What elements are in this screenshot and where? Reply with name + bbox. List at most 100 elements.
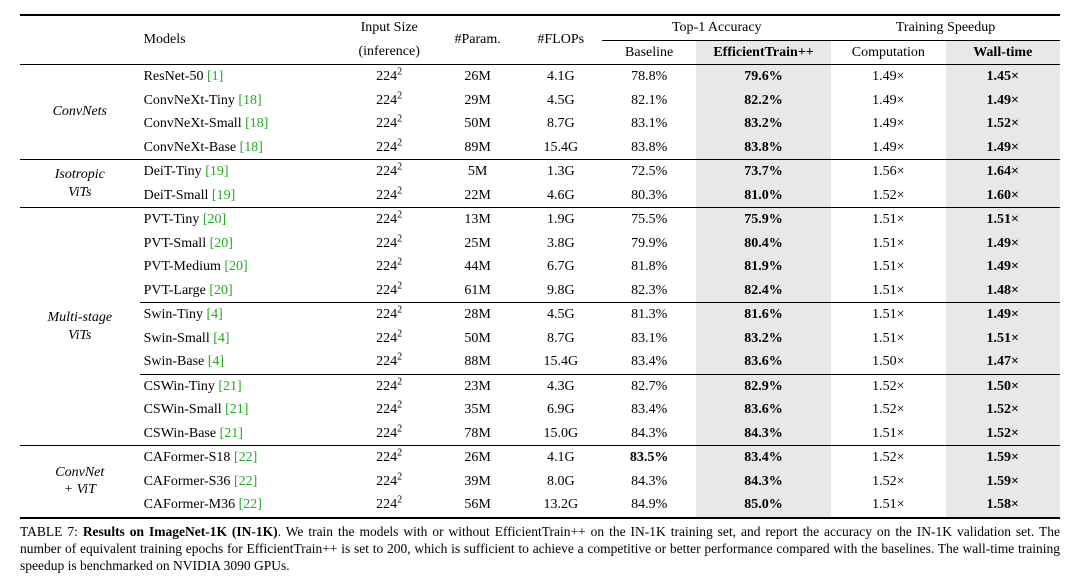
param-cell: 29M [436,89,519,113]
table-row: IsotropicViTsDeiT-Tiny [19]22425M1.3G72.… [20,160,1060,184]
model-cell: PVT-Medium [20] [140,255,343,279]
flops-cell: 3.8G [519,232,602,256]
input-size-cell: 2242 [342,493,436,518]
input-size-cell: 2242 [342,89,436,113]
baseline-cell: 79.9% [602,232,696,256]
param-cell: 50M [436,112,519,136]
flops-cell: 1.3G [519,160,602,184]
walltime-cell: 1.49× [946,255,1060,279]
category-cell: ConvNet+ ViT [20,446,140,518]
col-param: #Param. [436,15,519,65]
baseline-cell: 80.3% [602,184,696,208]
input-size-cell: 2242 [342,279,436,303]
baseline-cell: 84.3% [602,422,696,446]
flops-cell: 15.0G [519,422,602,446]
model-cell: ConvNeXt-Small [18] [140,112,343,136]
efftrain-cell: 82.9% [696,374,831,398]
table-body: ConvNetsResNet-50 [1]224226M4.1G78.8%79.… [20,65,1060,518]
citation: [21] [225,402,248,417]
param-cell: 50M [436,327,519,351]
col-efftrain: EfficientTrain++ [696,40,831,65]
model-cell: DeiT-Small [19] [140,184,343,208]
table-row: ConvNeXt-Tiny [18]224229M4.5G82.1%82.2%1… [20,89,1060,113]
flops-cell: 4.5G [519,89,602,113]
col-walltime: Wall-time [946,40,1060,65]
col-inputsize-1: Input Size [342,15,436,40]
baseline-cell: 81.3% [602,303,696,327]
col-baseline: Baseline [602,40,696,65]
computation-cell: 1.51× [831,279,945,303]
model-cell: Swin-Base [4] [140,350,343,374]
efftrain-cell: 80.4% [696,232,831,256]
flops-cell: 6.9G [519,398,602,422]
param-cell: 13M [436,208,519,232]
model-cell: PVT-Tiny [20] [140,208,343,232]
colgroup-top1: Top-1 Accuracy [602,15,831,40]
model-cell: ConvNeXt-Base [18] [140,136,343,160]
baseline-cell: 75.5% [602,208,696,232]
category-cell: Multi-stageViTs [20,208,140,446]
walltime-cell: 1.52× [946,398,1060,422]
computation-cell: 1.52× [831,398,945,422]
input-size-cell: 2242 [342,184,436,208]
table-row: CSWin-Base [21]224278M15.0G84.3%84.3%1.5… [20,422,1060,446]
input-size-cell: 2242 [342,422,436,446]
table-row: Swin-Tiny [4]224228M4.5G81.3%81.6%1.51×1… [20,303,1060,327]
computation-cell: 1.49× [831,65,945,89]
input-size-cell: 2242 [342,327,436,351]
param-cell: 39M [436,470,519,494]
table-row: ConvNetsResNet-50 [1]224226M4.1G78.8%79.… [20,65,1060,89]
flops-cell: 4.1G [519,65,602,89]
citation: [20] [210,236,233,251]
walltime-cell: 1.52× [946,112,1060,136]
param-cell: 88M [436,350,519,374]
citation: [22] [239,497,262,512]
walltime-cell: 1.49× [946,136,1060,160]
colgroup-speedup: Training Speedup [831,15,1060,40]
flops-cell: 8.7G [519,112,602,136]
flops-cell: 4.3G [519,374,602,398]
walltime-cell: 1.47× [946,350,1060,374]
computation-cell: 1.51× [831,303,945,327]
efftrain-cell: 82.4% [696,279,831,303]
input-size-cell: 2242 [342,374,436,398]
computation-cell: 1.49× [831,112,945,136]
input-size-cell: 2242 [342,303,436,327]
results-table-container: Models Input Size #Param. #FLOPs Top-1 A… [20,14,1060,574]
table-row: ConvNeXt-Base [18]224289M15.4G83.8%83.8%… [20,136,1060,160]
param-cell: 78M [436,422,519,446]
param-cell: 26M [436,65,519,89]
baseline-cell: 82.3% [602,279,696,303]
computation-cell: 1.56× [831,160,945,184]
baseline-cell: 83.8% [602,136,696,160]
citation: [18] [238,93,261,108]
model-cell: PVT-Small [20] [140,232,343,256]
flops-cell: 4.6G [519,184,602,208]
flops-cell: 4.1G [519,446,602,470]
baseline-cell: 83.1% [602,327,696,351]
efftrain-cell: 84.3% [696,470,831,494]
citation: [19] [205,164,228,179]
model-cell: CSWin-Small [21] [140,398,343,422]
table-row: Swin-Base [4]224288M15.4G83.4%83.6%1.50×… [20,350,1060,374]
citation: [22] [234,450,257,465]
walltime-cell: 1.58× [946,493,1060,518]
baseline-cell: 81.8% [602,255,696,279]
walltime-cell: 1.59× [946,446,1060,470]
category-cell: ConvNets [20,65,140,160]
efftrain-cell: 83.2% [696,327,831,351]
efftrain-cell: 84.3% [696,422,831,446]
citation: [21] [218,379,241,394]
model-cell: CAFormer-M36 [22] [140,493,343,518]
efftrain-cell: 81.0% [696,184,831,208]
model-cell: ConvNeXt-Tiny [18] [140,89,343,113]
param-cell: 89M [436,136,519,160]
table-row: PVT-Small [20]224225M3.8G79.9%80.4%1.51×… [20,232,1060,256]
input-size-cell: 2242 [342,65,436,89]
table-row: Swin-Small [4]224250M8.7G83.1%83.2%1.51×… [20,327,1060,351]
flops-cell: 8.7G [519,327,602,351]
efftrain-cell: 83.2% [696,112,831,136]
computation-cell: 1.51× [831,208,945,232]
model-cell: DeiT-Tiny [19] [140,160,343,184]
efftrain-cell: 81.9% [696,255,831,279]
